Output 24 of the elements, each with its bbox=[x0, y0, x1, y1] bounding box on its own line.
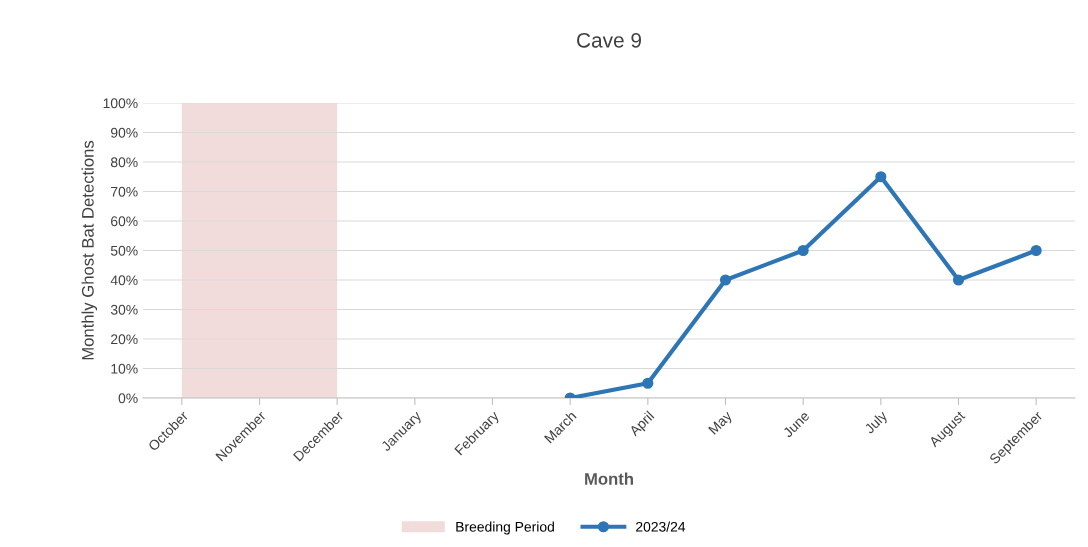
y-tick-label: 100% bbox=[103, 98, 138, 109]
y-tick-label: 70% bbox=[111, 186, 138, 197]
legend-label: 2023/24 bbox=[636, 521, 686, 532]
chart-title: Cave 9 bbox=[577, 32, 642, 48]
x-axis-title: Month bbox=[585, 472, 633, 485]
point bbox=[952, 274, 965, 286]
x-tick-label: July bbox=[863, 409, 890, 437]
y-tick-label: 20% bbox=[111, 334, 138, 345]
point bbox=[719, 274, 732, 286]
point bbox=[642, 377, 654, 389]
y-axis-title: Monthly Ghost Bat Detections bbox=[81, 140, 98, 360]
point bbox=[875, 171, 887, 183]
y-tick-label: 40% bbox=[110, 275, 138, 286]
y-tick-label: 90% bbox=[110, 127, 138, 138]
point bbox=[1030, 244, 1042, 257]
y-tick-label: 80% bbox=[110, 157, 138, 168]
y-tick-label: 30% bbox=[110, 304, 138, 315]
x-tick-label: May bbox=[708, 410, 735, 437]
point bbox=[797, 244, 809, 257]
legend-label: Breeding Period bbox=[456, 521, 554, 535]
y-tick-label: 50% bbox=[110, 245, 138, 256]
y-tick-label: 60% bbox=[111, 216, 138, 227]
y-tick-label: 0% bbox=[118, 393, 138, 404]
y-tick-label: 10% bbox=[111, 363, 138, 374]
